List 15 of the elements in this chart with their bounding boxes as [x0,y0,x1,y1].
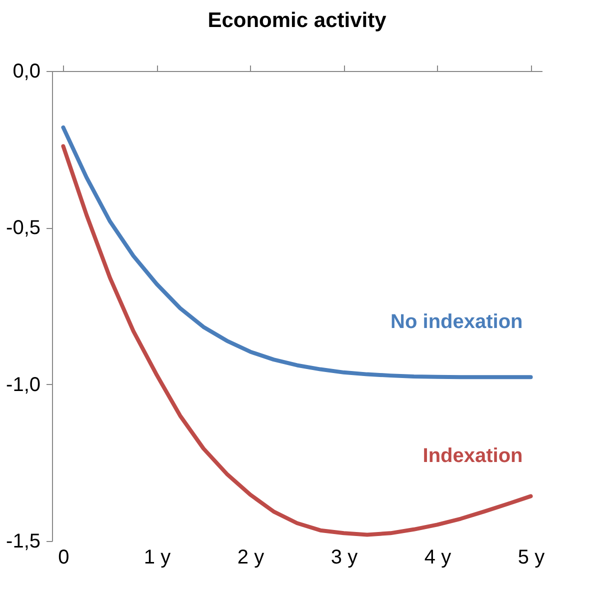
x-tick-label: 0 [58,546,70,568]
line-series [61,125,533,380]
y-tick-label: 0,0 [12,60,40,82]
series-label: Indexation [422,445,523,468]
chart-title: Economic activity [208,9,387,32]
x-tick-label: 4 y [424,546,452,568]
x-tick-label: 2 y [237,546,264,568]
line-series [61,144,533,537]
y-tick-label: -0,5 [6,217,40,240]
x-tick-label: 5 y [518,546,545,568]
y-tick-label: -1,5 [6,530,40,552]
text: No indexation [390,311,523,334]
y-tick-label: -1,0 [6,374,40,396]
x-tick-label: 3 y [330,546,358,568]
x-tick-label: 1 y [144,546,171,568]
